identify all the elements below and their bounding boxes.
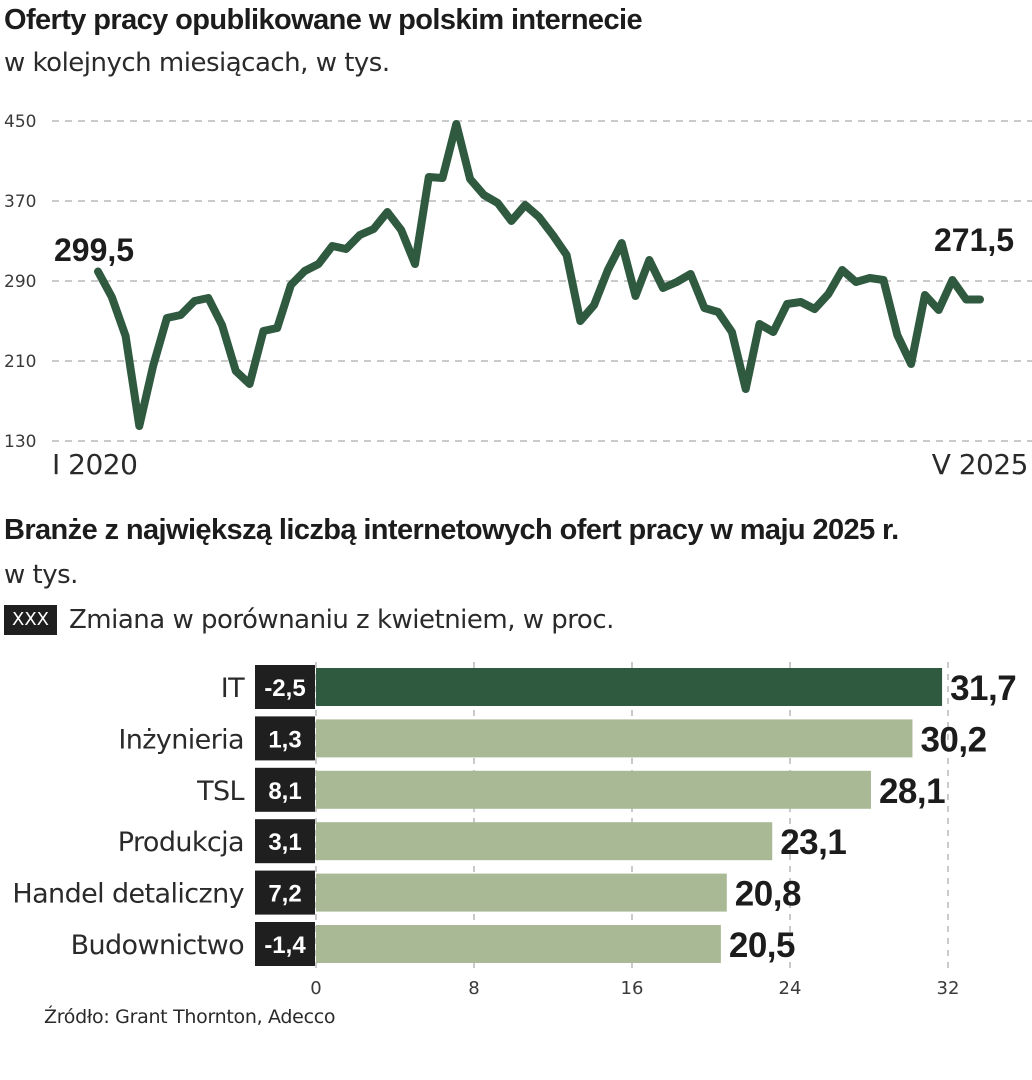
change-label: 3,1 <box>268 829 301 856</box>
bar-chart-title: Branże z największą liczbą internetowych… <box>4 514 899 546</box>
x-tick-label: 16 <box>621 978 644 999</box>
category-label: Budownictwo <box>71 930 245 961</box>
bar-value-label: 28,1 <box>879 772 945 811</box>
y-tick-label: 130 <box>4 432 36 452</box>
y-tick-label: 450 <box>4 112 36 132</box>
x-tick-label: 0 <box>310 978 321 999</box>
bar-value-label: 20,5 <box>729 926 795 965</box>
change-box <box>255 665 315 709</box>
series-line <box>94 120 984 430</box>
legend-swatch: XXX <box>4 605 57 635</box>
x-tick-label: 32 <box>937 978 960 999</box>
y-tick-label: 370 <box>4 192 36 212</box>
line-chart: 450 370 290 210 130 I 2020 V 2025 299,5 271,5 <box>4 112 1032 481</box>
change-box <box>255 819 315 864</box>
change-box <box>255 767 315 812</box>
change-box <box>255 870 315 915</box>
change-box <box>255 922 315 966</box>
bar <box>316 822 773 861</box>
bar <box>316 668 943 706</box>
change-label: 8,1 <box>268 778 301 805</box>
x-tick-label: 24 <box>779 978 802 999</box>
source-note: Źródło: Grant Thornton, Adecco <box>44 1006 336 1028</box>
x-end-label: V 2025 <box>932 448 1028 481</box>
category-label: Handel detaliczny <box>12 879 244 910</box>
legend-text: Zmiana w porównaniu z kwietniem, w proc. <box>69 605 614 635</box>
bar <box>316 873 727 912</box>
category-label: Inżynieria <box>118 724 244 755</box>
y-tick-label: 210 <box>4 352 36 372</box>
bar-value-label: 23,1 <box>780 823 846 862</box>
category-label: Produkcja <box>118 827 244 858</box>
bar-chart-subtitle: w tys. <box>4 560 78 590</box>
first-value-label: 299,5 <box>54 232 134 268</box>
bar-value-label: 20,8 <box>735 875 801 914</box>
change-label: 1,3 <box>268 726 301 753</box>
x-start-label: I 2020 <box>52 448 137 481</box>
line-chart-title: Oferty pracy opublikowane w polskim inte… <box>4 4 643 36</box>
change-label: -1,4 <box>264 932 306 959</box>
y-tick-label: 290 <box>4 272 36 292</box>
last-value-label: 271,5 <box>934 222 1014 258</box>
bar-chart-legend: XXX Zmiana w porównaniu z kwietniem, w p… <box>4 602 614 638</box>
bar <box>316 925 721 963</box>
bar <box>316 770 871 809</box>
change-label: 7,2 <box>268 881 301 908</box>
bar <box>316 719 913 758</box>
category-label: IT <box>221 673 245 704</box>
change-label: -2,5 <box>264 675 305 702</box>
category-label: TSL <box>196 776 244 807</box>
line-chart-subtitle: w kolejnych miesiącach, w tys. <box>4 48 390 78</box>
x-tick-label: 8 <box>468 978 479 999</box>
bar-value-label: 31,7 <box>950 669 1016 708</box>
change-box <box>255 716 315 761</box>
bar-value-label: 30,2 <box>920 720 986 759</box>
